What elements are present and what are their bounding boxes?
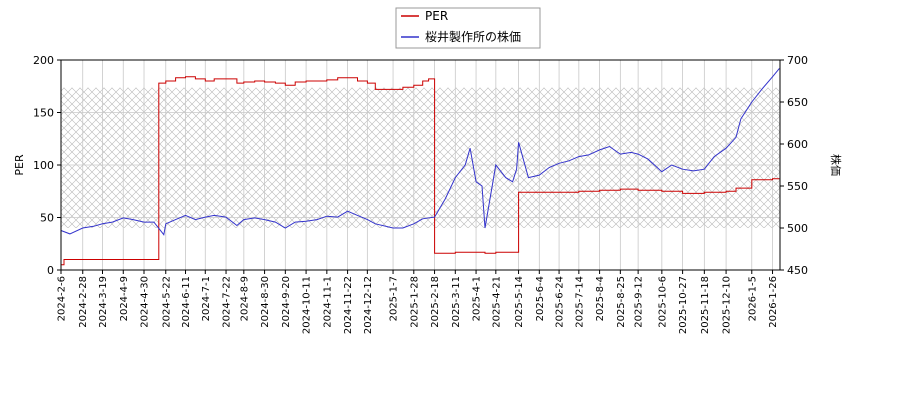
left-tick-label: 100 <box>33 159 54 172</box>
x-tick-label: 2025-3-11 <box>451 276 462 328</box>
x-tick-label: 2024-5-22 <box>161 276 172 328</box>
left-tick-label: 0 <box>47 264 54 277</box>
series-layer <box>60 68 780 266</box>
x-tick-label: 2025-10-6 <box>657 276 668 328</box>
right-tick-label: 550 <box>787 180 808 193</box>
x-tick-label: 2024-2-6 <box>57 276 68 321</box>
x-tick-label: 2025-9-12 <box>634 276 645 328</box>
x-tick-label: 2025-1-28 <box>409 276 420 328</box>
right-tick-label: 450 <box>787 264 808 277</box>
left-tick-label: 200 <box>33 54 54 67</box>
x-tick-label: 2024-7-22 <box>222 276 233 328</box>
x-tick-label: 2024-2-28 <box>78 276 89 328</box>
x-tick-label: 2025-1-7 <box>389 276 400 321</box>
x-tick-label: 2025-6-24 <box>555 276 566 328</box>
x-tick-label: 2024-10-11 <box>302 276 313 334</box>
left-axis-ticks: 0 50 100 150 200 <box>33 54 61 277</box>
x-tick-label: 2024-8-30 <box>260 276 271 328</box>
x-tick-label: 2025-11-18 <box>700 276 711 334</box>
x-tick-label: 2026-1-5 <box>747 276 758 321</box>
x-axis-ticks: 2024-2-6 2024-2-28 2024-3-19 2024-4-9 2024-4… <box>57 270 779 334</box>
right-tick-label: 650 <box>787 96 808 109</box>
x-tick-label: 2025-7-14 <box>574 276 585 328</box>
x-tick-label: 2024-9-20 <box>281 276 292 328</box>
x-tick-label: 2024-4-9 <box>119 276 130 321</box>
x-tick-label: 2024-4-30 <box>140 276 151 328</box>
x-tick-label: 2025-2-18 <box>430 276 441 328</box>
x-tick-label: 2024-12-12 <box>363 276 374 334</box>
right-axis-label: 株価 <box>829 154 843 176</box>
x-tick-label: 2024-3-19 <box>98 276 109 328</box>
hatch-region <box>61 87 780 228</box>
x-tick-label: 2025-4-21 <box>491 276 502 328</box>
x-tick-label: 2024-11-1 <box>322 276 333 328</box>
x-tick-label: 2025-6-4 <box>535 276 546 321</box>
x-tick-label: 2024-8-9 <box>239 276 250 321</box>
left-tick-label: 50 <box>40 212 54 225</box>
x-tick-label: 2024-6-11 <box>181 276 192 328</box>
series-line-per <box>61 76 780 266</box>
right-tick-label: 600 <box>787 138 808 151</box>
right-tick-label: 500 <box>787 222 808 235</box>
x-tick-label: 2025-4-1 <box>472 276 483 321</box>
legend: PER 桜井製作所の株価 <box>395 7 541 49</box>
legend-label: 桜井製作所の株価 <box>425 29 521 44</box>
legend-label: PER <box>425 9 448 23</box>
x-tick-label: 2024-7-1 <box>201 276 212 321</box>
left-tick-label: 150 <box>33 107 54 120</box>
legend-box <box>395 7 541 49</box>
x-tick-label: 2026-1-26 <box>768 276 779 328</box>
x-tick-label: 2024-11-22 <box>343 276 354 334</box>
x-tick-label: 2025-10-27 <box>678 276 689 334</box>
x-tick-label: 2025-5-14 <box>514 276 525 328</box>
right-axis-ticks: 450 500 550 600 650 700 <box>780 54 808 277</box>
hatch-band <box>61 87 780 228</box>
x-tick-label: 2025-8-4 <box>595 276 606 321</box>
right-tick-label: 700 <box>787 54 808 67</box>
x-tick-label: 2025-8-25 <box>616 276 627 328</box>
x-tick-label: 2025-12-10 <box>722 276 733 334</box>
series-line-price <box>60 68 780 236</box>
left-axis-label: PER <box>13 154 26 176</box>
